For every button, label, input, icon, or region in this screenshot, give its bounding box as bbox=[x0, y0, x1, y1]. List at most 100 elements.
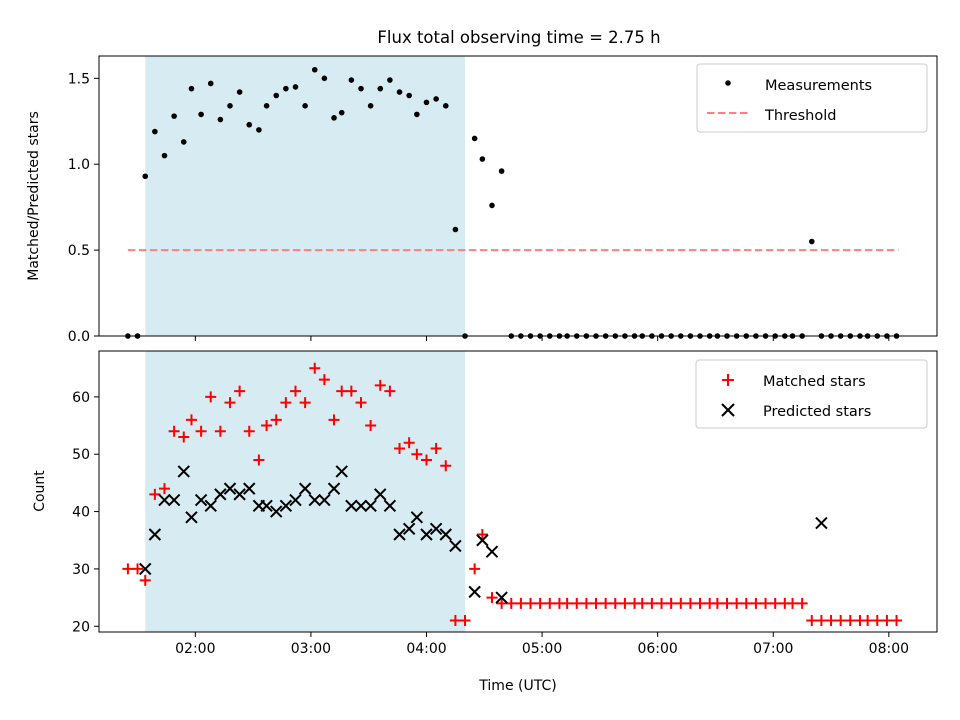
matched-star-point bbox=[430, 442, 442, 454]
measurement-point bbox=[471, 135, 478, 142]
matched-star-point bbox=[580, 597, 592, 609]
matched-star-point bbox=[139, 574, 151, 586]
predicted-star-point bbox=[410, 511, 424, 524]
matched-star-point bbox=[309, 362, 321, 374]
matched-star-point bbox=[711, 597, 723, 609]
matched-star-point bbox=[721, 597, 733, 609]
measurement-point bbox=[406, 92, 412, 99]
bottom-y-axis-label: Count bbox=[32, 470, 48, 512]
matched-star-point bbox=[411, 448, 423, 460]
matched-star-point bbox=[769, 597, 781, 609]
matched-star-point bbox=[214, 425, 226, 437]
measurements-legend-marker bbox=[725, 80, 731, 86]
y-tick-label: 20 bbox=[72, 619, 90, 635]
measurement-point bbox=[180, 139, 187, 145]
measurement-point bbox=[479, 156, 486, 162]
measurement-point bbox=[256, 127, 262, 133]
predicted-star-point bbox=[148, 528, 162, 541]
measurement-point bbox=[273, 92, 280, 99]
measurement-point bbox=[396, 89, 403, 95]
matched-star-point bbox=[299, 397, 311, 409]
matched-star-point bbox=[384, 385, 396, 397]
matched-star-point bbox=[365, 420, 377, 432]
matched-star-point bbox=[694, 597, 706, 609]
predicted-star-point bbox=[194, 493, 208, 507]
x-tick-label: 02:00 bbox=[175, 641, 215, 657]
x-tick-label: 05:00 bbox=[522, 641, 562, 657]
measurement-point bbox=[217, 116, 224, 123]
predicted-star-point bbox=[233, 488, 246, 501]
matched-star-point bbox=[420, 454, 432, 466]
matched-star-point bbox=[158, 483, 170, 495]
matched-star-point bbox=[195, 425, 207, 437]
measurement-point bbox=[808, 238, 815, 245]
threshold-legend-label: Threshold bbox=[764, 108, 836, 124]
matched-star-point bbox=[862, 615, 874, 627]
predicted-star-point bbox=[439, 528, 452, 541]
matched-star-point bbox=[590, 597, 602, 609]
matched-star-point bbox=[394, 442, 406, 454]
x-axis-label: Time (UTC) bbox=[478, 678, 556, 694]
x-tick-label: 06:00 bbox=[637, 641, 677, 657]
matched-star-point bbox=[684, 597, 696, 609]
matched-star-point bbox=[122, 563, 134, 575]
measurement-point bbox=[171, 113, 177, 119]
bottom-legend: Matched stars Predicted stars bbox=[695, 359, 928, 429]
measurement-point bbox=[367, 103, 374, 109]
matched-star-point bbox=[132, 563, 144, 575]
measurement-point bbox=[283, 85, 289, 92]
matched-star-point bbox=[525, 597, 537, 609]
measurement-point bbox=[152, 128, 158, 135]
predicted-star-point bbox=[158, 493, 171, 507]
predicted-star-point bbox=[364, 499, 377, 513]
measurement-point bbox=[236, 89, 243, 95]
predicted-star-point bbox=[279, 499, 293, 513]
matched-star-point bbox=[881, 615, 893, 627]
bottom-panel: 20 30 40 50 60 02:00 03:00 04:00 05:00 06:00 07:00… bbox=[32, 350, 938, 694]
top-plot-frame bbox=[98, 55, 938, 337]
measurement-point bbox=[442, 103, 449, 109]
matched-star-point bbox=[355, 397, 367, 409]
matched-star-point bbox=[740, 597, 752, 609]
predicted-star-point bbox=[429, 522, 443, 535]
y-tick-label: 60 bbox=[72, 390, 90, 406]
y-tick-label: 30 bbox=[72, 562, 90, 578]
matched-star-point bbox=[374, 379, 386, 391]
measurements-legend-label: Measurements bbox=[765, 78, 872, 94]
measurement-point bbox=[489, 202, 495, 209]
predicted-star-point bbox=[354, 499, 368, 513]
bottom-axis-ticks: 20 30 40 50 60 02:00 03:00 04:00 05:00 06:00 07:00… bbox=[72, 390, 909, 657]
measurement-point bbox=[311, 66, 318, 73]
predicted-star-point bbox=[468, 585, 481, 599]
measurement-point bbox=[358, 85, 364, 92]
predicted-star-point bbox=[177, 465, 190, 478]
matched-star-point bbox=[270, 414, 282, 426]
matched-legend-marker bbox=[722, 374, 734, 386]
matched-legend-label: Matched stars bbox=[763, 374, 866, 390]
y-tick-label: 0.5 bbox=[68, 243, 90, 259]
matched-star-point bbox=[835, 615, 847, 627]
matched-star-point bbox=[534, 597, 546, 609]
y-tick-label: 50 bbox=[72, 447, 90, 463]
bottom-observing-window bbox=[145, 351, 466, 632]
matched-star-point bbox=[750, 597, 762, 609]
y-tick-label: 1.5 bbox=[68, 71, 90, 87]
measurement-point bbox=[161, 152, 168, 159]
measurement-point bbox=[423, 99, 430, 106]
predicted-star-point bbox=[243, 482, 256, 495]
top-observing-window bbox=[145, 56, 466, 336]
top-axis-ticks: 0.0 0.5 1.0 1.5 bbox=[68, 71, 890, 345]
measurement-point bbox=[414, 111, 420, 118]
matched-stars-points bbox=[122, 362, 903, 627]
matched-star-point bbox=[403, 437, 415, 449]
measurement-point bbox=[348, 77, 355, 83]
y-tick-label: 0.0 bbox=[68, 329, 90, 345]
matched-star-point bbox=[178, 431, 190, 443]
predicted-star-point bbox=[223, 482, 237, 495]
matched-star-point bbox=[476, 529, 488, 541]
measurement-point bbox=[227, 103, 233, 109]
measurement-point bbox=[387, 77, 393, 83]
predicted-star-point bbox=[495, 591, 508, 604]
matched-star-point bbox=[665, 597, 677, 609]
